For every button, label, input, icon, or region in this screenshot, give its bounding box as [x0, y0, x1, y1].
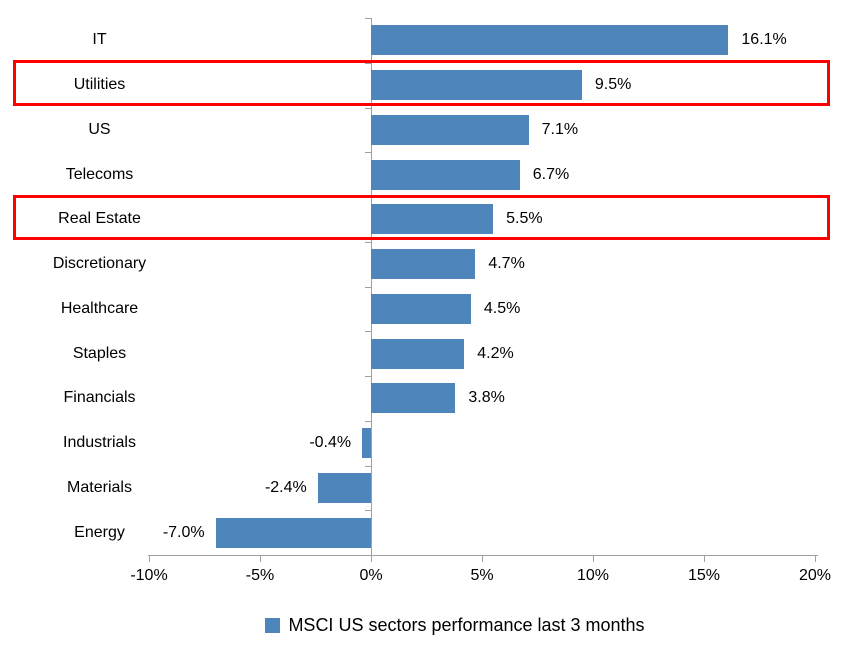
- value-label: 4.2%: [477, 344, 514, 362]
- category-axis-tick: [365, 152, 371, 154]
- x-axis-tick: [593, 555, 594, 562]
- x-axis-tick-label: 10%: [576, 567, 610, 584]
- highlight-box-utilities: [13, 60, 830, 106]
- category-axis-tick: [365, 331, 371, 333]
- bar-utilities: [371, 70, 582, 101]
- bar-financials: [371, 383, 456, 414]
- bar-us: [371, 114, 529, 145]
- category-label: Telecoms: [65, 165, 134, 183]
- value-label: -2.4%: [264, 478, 307, 496]
- category-label: Materials: [67, 478, 132, 496]
- bar-energy: [215, 517, 371, 548]
- category-label: Financials: [63, 389, 136, 407]
- value-label: 7.1%: [541, 120, 579, 138]
- category-axis-tick: [365, 241, 371, 243]
- category-label: Industrials: [63, 434, 136, 452]
- bar-discretionary: [371, 249, 476, 280]
- category-label: Energy: [74, 523, 125, 541]
- category-axis-tick: [365, 286, 371, 288]
- x-axis-tick-label: 5%: [470, 567, 494, 584]
- category-label: US: [88, 120, 111, 138]
- x-axis-tick-label: 20%: [798, 567, 832, 584]
- x-axis-line: [148, 555, 818, 556]
- category-label: Discretionary: [52, 255, 147, 273]
- x-axis-tick-label: 0%: [359, 567, 383, 584]
- bar-staples: [371, 338, 465, 369]
- category-label: Real Estate: [58, 210, 141, 228]
- category-axis-tick: [365, 420, 371, 422]
- x-axis-tick: [371, 555, 372, 562]
- x-axis-tick: [149, 555, 150, 562]
- category-axis-tick: [365, 107, 371, 109]
- category-axis-tick: [365, 18, 371, 19]
- value-label: -7.0%: [162, 523, 205, 541]
- category-axis-tick: [365, 465, 371, 467]
- value-label: 3.8%: [468, 389, 505, 407]
- highlight-box-real-estate: [13, 194, 830, 241]
- legend-marker-icon: [265, 617, 281, 633]
- x-axis-tick: [482, 555, 483, 562]
- legend: MSCI US sectors performance last 3 month…: [90, 612, 820, 638]
- category-axis-tick: [365, 62, 371, 64]
- category-axis-tick: [365, 376, 371, 377]
- category-axis-tick: [365, 510, 371, 512]
- value-label: -0.4%: [309, 434, 352, 452]
- x-axis-tick: [815, 555, 816, 562]
- category-axis-tick: [365, 197, 371, 198]
- value-label: 6.7%: [532, 165, 570, 183]
- category-label: Healthcare: [60, 299, 139, 317]
- bar-industrials: [362, 428, 371, 459]
- bar-healthcare: [371, 293, 471, 324]
- bar-it: [371, 25, 729, 56]
- category-label: IT: [92, 31, 107, 49]
- value-label: 5.5%: [506, 210, 543, 228]
- bar-real-estate: [371, 204, 494, 235]
- value-label: 9.5%: [594, 76, 632, 94]
- value-label: 4.5%: [483, 299, 521, 317]
- category-axis-tick: [365, 555, 371, 556]
- x-axis-tick-label: 15%: [687, 567, 721, 584]
- x-axis-tick: [260, 555, 261, 562]
- x-axis-tick: [704, 555, 705, 562]
- x-axis-tick-label: -5%: [245, 567, 275, 584]
- value-label: 4.7%: [488, 255, 525, 273]
- bar-telecoms: [371, 159, 520, 190]
- bar-materials: [317, 472, 371, 503]
- value-axis-line: [371, 18, 372, 555]
- value-label: 16.1%: [741, 31, 787, 49]
- x-axis-tick-label: -10%: [130, 567, 168, 584]
- category-label: Utilities: [73, 76, 126, 94]
- category-label: Staples: [72, 344, 127, 362]
- legend-label: MSCI US sectors performance last 3 month…: [288, 614, 645, 635]
